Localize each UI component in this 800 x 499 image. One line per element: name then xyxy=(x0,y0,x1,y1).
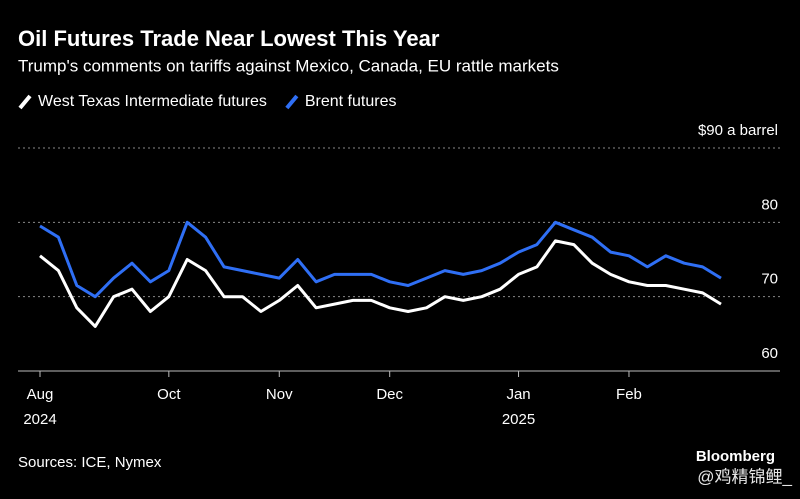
x-tick-label: Feb xyxy=(616,386,642,403)
chart-title: Oil Futures Trade Near Lowest This Year xyxy=(18,26,440,51)
chart-subtitle: Trump's comments on tariffs against Mexi… xyxy=(18,56,559,75)
x-tick-label: Aug xyxy=(27,386,54,403)
legend-swatch xyxy=(18,94,32,110)
y-tick-label: 70 xyxy=(761,271,778,288)
y-tick-label: 80 xyxy=(761,196,778,213)
series-line xyxy=(39,239,722,328)
x-year-label: 2025 xyxy=(502,411,535,428)
y-tick-label: $90 a barrel xyxy=(698,122,778,139)
series-line xyxy=(39,220,722,299)
x-tick-label: Nov xyxy=(266,386,293,403)
x-tick-label: Jan xyxy=(506,386,530,403)
source: Sources: ICE, Nymex xyxy=(18,454,162,471)
brand: Bloomberg xyxy=(696,448,775,465)
legend-label: West Texas Intermediate futures xyxy=(38,93,267,110)
legend-label: Brent futures xyxy=(305,93,397,110)
legend-swatch xyxy=(285,94,299,110)
watermark: @鸡精锦鲤_ xyxy=(697,467,792,486)
x-tick-label: Dec xyxy=(376,386,403,403)
x-tick-label: Oct xyxy=(157,386,181,403)
y-tick-label: 60 xyxy=(761,345,778,362)
x-year-label: 2024 xyxy=(23,411,56,428)
